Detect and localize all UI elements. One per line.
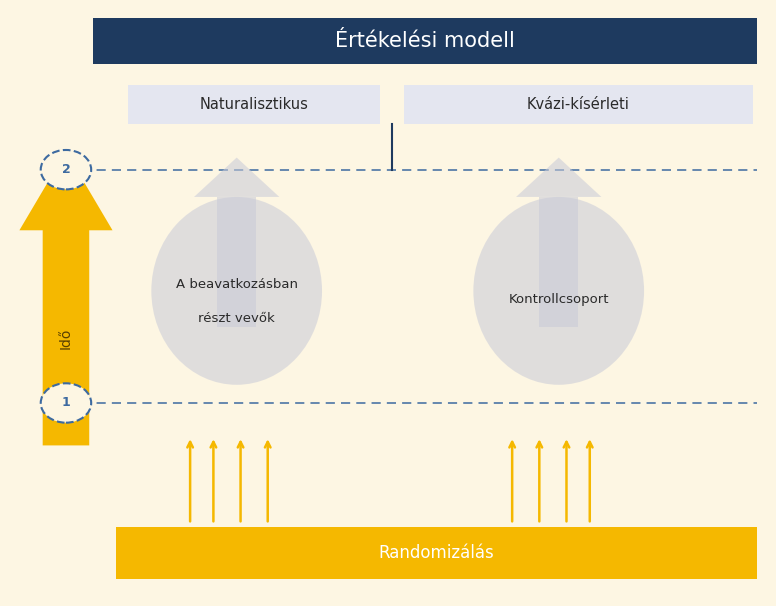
Ellipse shape — [151, 197, 322, 385]
Text: 1: 1 — [61, 396, 71, 410]
Text: Kontrollcsoport: Kontrollcsoport — [508, 293, 609, 307]
Text: Randomizálás: Randomizálás — [379, 544, 494, 562]
FancyBboxPatch shape — [93, 18, 757, 64]
Ellipse shape — [473, 197, 644, 385]
Text: A beavatkozásban: A beavatkozásban — [175, 278, 298, 291]
Text: Naturalisztikus: Naturalisztikus — [199, 97, 309, 112]
Text: részt vevők: részt vevők — [199, 311, 275, 325]
Polygon shape — [217, 197, 256, 327]
FancyBboxPatch shape — [128, 85, 380, 124]
Text: Kvázi-kísérleti: Kvázi-kísérleti — [527, 97, 629, 112]
FancyBboxPatch shape — [116, 527, 757, 579]
Ellipse shape — [41, 150, 92, 189]
Ellipse shape — [41, 383, 92, 423]
FancyBboxPatch shape — [404, 85, 753, 124]
Text: 2: 2 — [61, 163, 71, 176]
Text: Értékelési modell: Értékelési modell — [335, 31, 515, 51]
Polygon shape — [539, 197, 578, 327]
Polygon shape — [194, 158, 279, 197]
Polygon shape — [516, 158, 601, 197]
Text: Idő: Idő — [59, 327, 73, 348]
Polygon shape — [19, 152, 113, 445]
